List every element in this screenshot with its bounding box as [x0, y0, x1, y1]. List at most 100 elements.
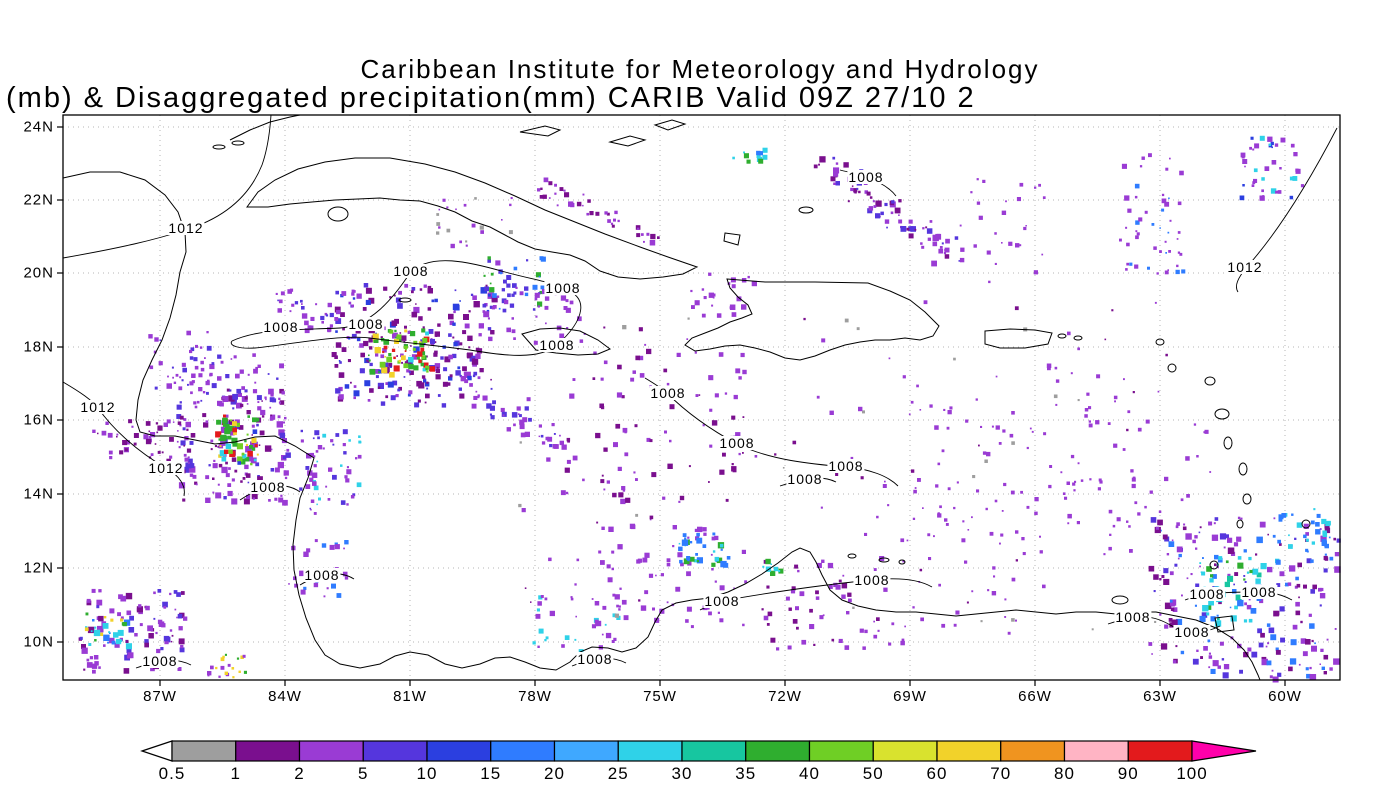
- precip-pixel: [953, 357, 956, 361]
- colorbar-segment: [362, 740, 428, 762]
- precip-pixel: [300, 429, 303, 433]
- precip-pixel: [408, 356, 414, 363]
- precip-pixel: [716, 557, 723, 564]
- precip-pixel: [189, 356, 194, 360]
- precip-pixel: [198, 387, 203, 392]
- precip-pixel: [1080, 479, 1084, 482]
- precip-pixel: [707, 607, 710, 610]
- precip-pixel: [1266, 660, 1272, 666]
- isobar-value-label: 1008: [1240, 584, 1278, 600]
- precip-pixel: [356, 482, 362, 488]
- precip-pixel: [528, 417, 532, 422]
- precip-pixel: [388, 353, 392, 357]
- precip-pixel: [544, 305, 549, 310]
- precip-pixel: [876, 617, 880, 621]
- precip-pixel: [976, 489, 980, 493]
- precip-pixel: [548, 181, 553, 186]
- precip-pixel: [116, 435, 118, 438]
- isobar-value-label: 1008: [303, 567, 341, 583]
- precip-pixel: [320, 315, 325, 321]
- precip-pixel: [1199, 615, 1206, 622]
- x-axis-tick-label: 84W: [268, 688, 302, 705]
- colorbar-scale-label: 60: [926, 764, 948, 783]
- coast-dominica: [1223, 436, 1233, 450]
- precip-pixel: [92, 669, 96, 674]
- precip-pixel: [434, 341, 437, 344]
- precip-pixel: [185, 462, 192, 469]
- precip-pixel: [565, 307, 571, 313]
- precip-pixel: [1029, 427, 1032, 430]
- precip-pixel: [189, 473, 194, 477]
- precip-pixel: [1234, 605, 1238, 610]
- precip-pixel: [1171, 539, 1174, 542]
- precip-pixel: [710, 553, 713, 556]
- precip-pixel: [508, 230, 513, 235]
- precip-pixel: [1248, 618, 1253, 623]
- precip-pixel: [886, 226, 888, 229]
- precip-pixel: [606, 480, 610, 484]
- precip-pixel: [698, 394, 701, 396]
- precip-pixel: [478, 333, 482, 337]
- precip-pixel: [902, 560, 905, 563]
- precip-pixel: [99, 632, 104, 636]
- precip-pixel: [549, 610, 555, 617]
- precip-pixel: [1315, 529, 1321, 535]
- precip-pixel: [389, 329, 394, 334]
- precip-pixel: [174, 608, 177, 611]
- precip-pixel: [1214, 517, 1219, 521]
- precip-pixel: [419, 342, 424, 348]
- precip-pixel: [548, 557, 552, 562]
- precip-pixel: [1237, 562, 1244, 569]
- precip-pixel: [507, 293, 511, 298]
- precip-pixel: [346, 466, 349, 469]
- precip-pixel: [610, 222, 614, 225]
- precip-pixel: [600, 377, 604, 381]
- precip-pixel: [401, 335, 407, 341]
- precip-pixel: [724, 392, 728, 395]
- precip-pixel: [1244, 581, 1247, 583]
- precip-pixel: [1206, 566, 1212, 572]
- isobar-value-label: 1008: [853, 572, 891, 588]
- precip-pixel: [649, 439, 653, 443]
- coast-puerto-rico: [984, 328, 1053, 349]
- precip-pixel: [468, 346, 471, 349]
- precip-pixel: [480, 287, 487, 294]
- precip-pixel: [1302, 651, 1308, 657]
- precip-pixel: [1192, 658, 1199, 665]
- precip-pixel: [1259, 599, 1264, 604]
- coast-cuba: [246, 157, 699, 280]
- precip-pixel: [719, 543, 724, 548]
- coast-inagua: [723, 232, 741, 246]
- precip-pixel: [398, 386, 402, 391]
- precip-pixel: [160, 647, 164, 651]
- precip-pixel: [321, 321, 324, 324]
- precip-pixel: [960, 247, 965, 252]
- precip-pixel: [509, 203, 512, 207]
- precip-pixel: [1267, 136, 1273, 142]
- precip-pixel: [1326, 520, 1331, 526]
- precip-pixel: [206, 331, 209, 334]
- precip-pixel: [532, 308, 536, 311]
- precip-pixel: [944, 254, 950, 259]
- precip-pixel: [1311, 639, 1314, 643]
- precip-pixel: [900, 538, 905, 543]
- precip-pixel: [1181, 594, 1183, 597]
- precip-pixel: [1048, 484, 1052, 489]
- precip-pixel: [393, 294, 396, 297]
- precip-pixel: [743, 153, 749, 159]
- precip-pixel: [617, 364, 622, 370]
- precip-pixel: [322, 433, 327, 438]
- precip-pixel: [342, 429, 348, 435]
- precip-pixel: [1256, 536, 1263, 544]
- precip-pixel: [666, 382, 670, 386]
- precip-pixel: [315, 303, 318, 306]
- precip-pixel: [770, 563, 772, 565]
- precip-pixel: [490, 272, 494, 276]
- precip-pixel: [624, 452, 629, 457]
- precip-pixel: [231, 478, 235, 482]
- precip-pixel: [334, 364, 339, 368]
- precip-pixel: [421, 355, 425, 359]
- precip-pixel: [269, 406, 272, 409]
- precip-pixel: [1163, 578, 1170, 585]
- precip-pixel: [336, 309, 341, 315]
